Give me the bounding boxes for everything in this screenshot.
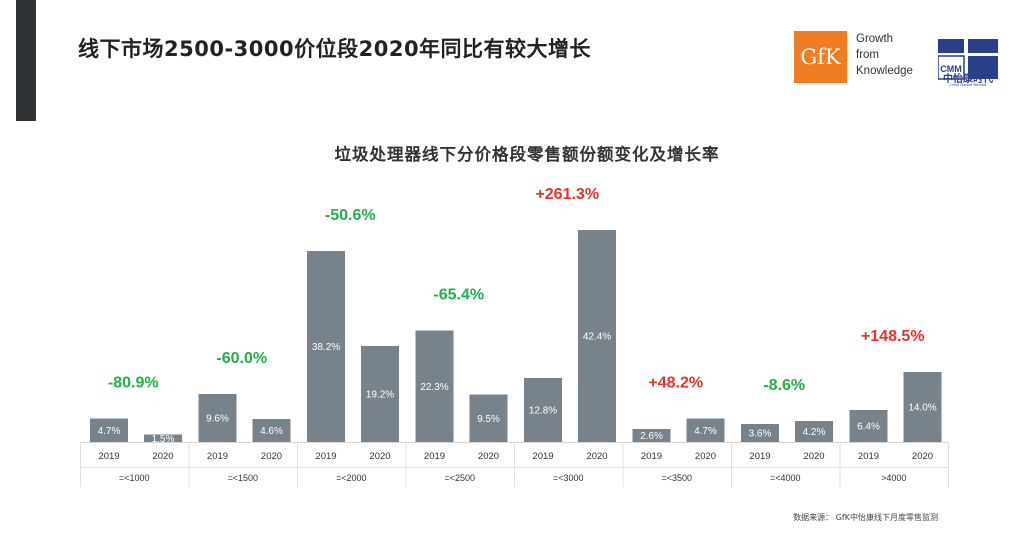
bar-2019-5	[524, 378, 562, 442]
growth-rate-label: -80.9%	[108, 375, 159, 392]
year-tick-label: 2020	[369, 451, 390, 462]
bar-2020-7	[795, 421, 833, 442]
growth-rate-label: +148.5%	[861, 328, 925, 345]
growth-rate-label: -65.4%	[433, 287, 484, 304]
year-tick-label: 2020	[912, 451, 933, 462]
bar-value-label: 3.6%	[749, 429, 772, 440]
bar-2020-4	[469, 394, 508, 442]
bar-2019-6	[632, 429, 671, 442]
gfk-logo-text: GfK	[800, 45, 841, 69]
cmm-name-en: China Market Monitor	[949, 83, 987, 87]
data-source: 数据来源： GfK中怡康线下月度零售监测	[793, 513, 938, 522]
category-tick-label: =<4000	[770, 473, 801, 483]
bar-2020-2	[252, 419, 291, 442]
cmm-name-cn: 中怡康时代	[943, 74, 993, 85]
category-tick-label: =<2000	[336, 473, 367, 483]
gfk-logo: GfK	[794, 31, 847, 83]
year-tick-label: 2019	[424, 451, 445, 462]
bar-2020-8	[903, 372, 942, 442]
tagline-line-1: Growth	[856, 33, 894, 45]
tagline-line-2: from	[856, 49, 879, 61]
bar-value-label: 19.2%	[366, 390, 394, 401]
year-tick-label: 2020	[152, 451, 173, 462]
gfk-tagline: Growth from Knowledge	[856, 31, 913, 79]
bar-2020-6	[686, 418, 725, 442]
year-tick-label: 2019	[98, 451, 119, 462]
bar-value-label: 4.6%	[260, 426, 283, 437]
bar-2020-3	[361, 346, 399, 442]
year-tick-label: 2020	[586, 451, 607, 462]
bar-value-label: 2.6%	[640, 431, 663, 442]
chart-title: 垃圾处理器线下分价格段零售额份额变化及增长率	[334, 145, 720, 164]
bar-2020-1	[144, 434, 182, 442]
year-tick-label: 2019	[532, 451, 553, 462]
growth-rate-label: -8.6%	[763, 377, 805, 394]
category-tick-label: =<1500	[227, 473, 258, 483]
bar-value-label: 9.5%	[477, 414, 500, 425]
bar-2019-4	[415, 330, 454, 442]
year-tick-label: 2019	[858, 451, 879, 462]
bar-value-label: 12.8%	[529, 406, 557, 417]
year-tick-label: 2020	[695, 451, 716, 462]
category-tick-label: =<1000	[119, 473, 150, 483]
bar-2019-2	[198, 394, 237, 442]
cmm-logo: CMM	[938, 39, 998, 80]
year-tick-label: 2020	[478, 451, 499, 462]
bar-value-label: 9.6%	[206, 414, 229, 425]
bar-2019-7	[741, 424, 779, 442]
year-tick-label: 2019	[749, 451, 770, 462]
category-tick-label: =<3500	[661, 473, 692, 483]
year-tick-label: 2019	[315, 451, 336, 462]
category-tick-label: =<2500	[444, 473, 475, 483]
bar-value-label: 14.0%	[908, 403, 936, 414]
page-title: 线下市场2500-3000价位段2020年同比有较大增长	[78, 37, 592, 61]
growth-rate-label: -60.0%	[216, 350, 267, 367]
growth-rate-label: +48.2%	[648, 375, 703, 392]
year-tick-label: 2019	[641, 451, 662, 462]
cmm-logo-text: CMM	[940, 64, 962, 74]
category-tick-label: >4000	[881, 473, 906, 483]
growth-rate-label: +261.3%	[535, 186, 599, 203]
bar-value-label: 4.7%	[694, 426, 717, 437]
bar-2019-1	[90, 418, 128, 442]
year-tick-label: 2020	[261, 451, 282, 462]
bar-value-label: 42.4%	[583, 332, 611, 343]
bar-2019-3	[307, 251, 345, 442]
bar-2020-5	[578, 230, 616, 442]
bar-value-label: 4.7%	[98, 426, 121, 437]
tagline-line-3: Knowledge	[856, 65, 913, 77]
bar-value-label: 22.3%	[420, 382, 448, 393]
year-tick-label: 2019	[207, 451, 228, 462]
bar-value-label: 38.2%	[312, 342, 340, 353]
bar-2019-8	[849, 410, 888, 442]
year-tick-label: 2020	[803, 451, 824, 462]
bar-value-label: 1.5%	[152, 434, 175, 445]
bar-value-label: 6.4%	[857, 422, 880, 433]
growth-rate-label: -50.6%	[325, 207, 376, 224]
accent-bar	[16, 0, 36, 121]
category-tick-label: =<3000	[553, 473, 584, 483]
bar-value-label: 4.2%	[803, 427, 826, 438]
